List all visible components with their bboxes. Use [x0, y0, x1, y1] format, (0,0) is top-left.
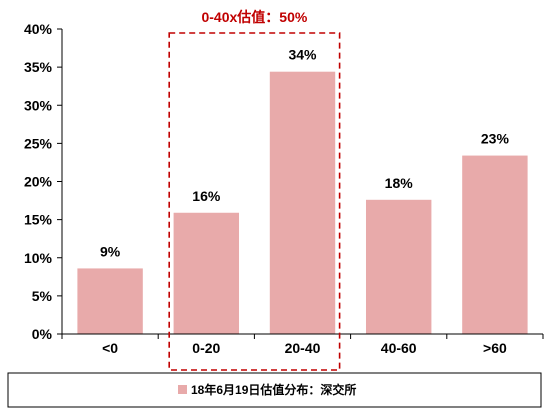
y-tick-label: 30% — [24, 97, 53, 113]
data-label: 34% — [288, 47, 317, 63]
legend-border — [7, 372, 542, 408]
x-axis: <0 0-20 20-40 40-60 >60 — [61, 333, 544, 356]
y-tick-label: 5% — [32, 288, 53, 304]
bar — [77, 268, 143, 334]
annotation: 0-40x估值：50% — [168, 9, 341, 371]
legend-label: 18年6月19日估值分布：深交所 — [191, 382, 356, 397]
data-label: 9% — [100, 243, 121, 259]
annotation-label: 0-40x估值：50% — [201, 9, 307, 25]
legend-swatch — [178, 385, 187, 394]
y-tick-label: 35% — [24, 59, 53, 75]
data-label: 16% — [192, 188, 221, 204]
bar — [173, 212, 240, 334]
data-label: 23% — [481, 131, 510, 147]
legend: 18年6月19日估值分布：深交所 — [7, 372, 542, 408]
y-tick-label: 0% — [32, 326, 53, 342]
x-tick-label: 40-60 — [381, 340, 417, 356]
x-tick-label: 20-40 — [285, 340, 321, 356]
y-tick-label: 40% — [24, 21, 53, 37]
bar — [462, 155, 528, 334]
bar — [365, 199, 432, 334]
annotation-box — [168, 32, 341, 371]
x-tick-label: 0-20 — [192, 340, 220, 356]
y-tick-label: 10% — [24, 250, 53, 266]
x-tick-label: >60 — [483, 340, 507, 356]
bars: 9% 16% 34% 18% 23% — [77, 47, 528, 334]
data-label: 18% — [385, 175, 414, 191]
bar — [269, 71, 336, 334]
y-axis: 0% 5% 10% 15% 20% 25% 30% 35% 40% — [24, 21, 63, 342]
x-tick-label: <0 — [102, 340, 118, 356]
y-tick-label: 20% — [24, 174, 53, 190]
y-tick-label: 15% — [24, 212, 53, 228]
y-tick-label: 25% — [24, 135, 53, 151]
